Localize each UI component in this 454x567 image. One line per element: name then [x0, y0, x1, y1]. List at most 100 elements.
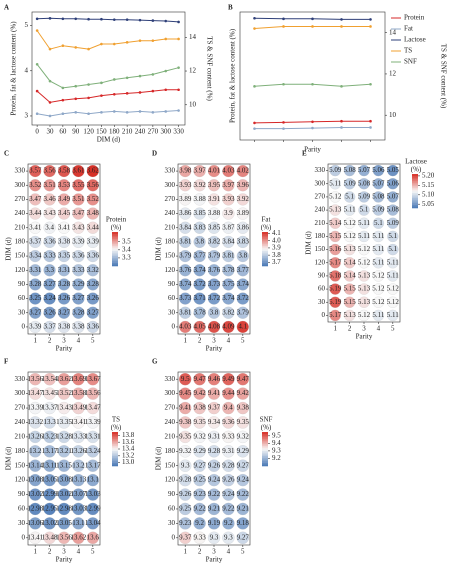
- x-tick-label: 2: [48, 337, 52, 345]
- dot-label: 3.87: [222, 223, 235, 231]
- dot-label: 9.42: [237, 389, 250, 397]
- x-axis-label: Parity: [56, 345, 73, 353]
- dot-label: 3.82: [208, 238, 221, 246]
- dot-label: 3.49: [58, 195, 71, 203]
- y-tick-label: 330: [15, 167, 26, 175]
- dot-label: 3.8: [238, 252, 247, 260]
- x-tick-label: 2: [48, 548, 52, 556]
- dot-label: 3.85: [208, 223, 221, 231]
- legend-label: TS: [404, 47, 412, 55]
- dot-label: 9.47: [237, 375, 250, 383]
- dot: [236, 320, 249, 333]
- dot: [358, 217, 370, 229]
- y-tick-label: 30: [168, 308, 176, 316]
- series-point: [125, 76, 129, 80]
- colorbar-step: [262, 440, 268, 443]
- dot-label: 12.98: [56, 505, 72, 513]
- colorbar-step: [412, 177, 418, 180]
- series-point: [177, 20, 180, 24]
- y-tick-label: 300: [15, 181, 26, 189]
- dot-label: 3.86: [237, 223, 250, 231]
- dot: [72, 502, 85, 516]
- y-tick-label: 150: [165, 252, 176, 260]
- colorbar-step: [262, 249, 268, 251]
- dot: [193, 235, 206, 248]
- dot-label: 3.28: [58, 280, 71, 288]
- dot: [57, 387, 71, 400]
- dot-label: 4.02: [237, 167, 250, 175]
- dot-label: 5.14: [343, 272, 356, 280]
- dot-label: 3.37: [29, 238, 42, 246]
- dot-label: 5.15: [343, 298, 356, 306]
- dot-label: 9.41: [208, 389, 221, 397]
- y-tick-label: 120: [165, 476, 176, 484]
- dot-label: 3.38: [72, 323, 85, 331]
- series-point: [48, 17, 52, 20]
- dot-label: 3.78: [222, 266, 235, 274]
- dot: [43, 430, 56, 444]
- series-point: [138, 39, 142, 42]
- series-point: [100, 94, 103, 97]
- dot-label: 9.26: [208, 461, 221, 469]
- dot: [72, 517, 85, 530]
- colorbar-tick-label: 9.2: [272, 454, 281, 462]
- dot: [43, 473, 56, 487]
- colorbar-tick-label: 5.15: [422, 181, 435, 189]
- x-axis-label: DIM (d): [97, 136, 121, 144]
- dot: [29, 306, 42, 319]
- colorbar-step: [262, 257, 268, 260]
- dot: [193, 387, 206, 400]
- dot-label: 3.46: [43, 195, 56, 203]
- dot: [372, 283, 385, 295]
- x-axis-label: Parity: [304, 146, 321, 154]
- dot-label: 9.33: [193, 533, 206, 541]
- dot: [207, 207, 221, 220]
- colorbar-step: [262, 232, 268, 234]
- y-tick-label: 0: [22, 323, 26, 331]
- colorbar-tick-label: 5.05: [422, 200, 435, 208]
- dot-label: 13.17: [42, 447, 58, 455]
- dot: [179, 320, 192, 333]
- dot-label: 4.1: [238, 323, 247, 331]
- dot: [222, 207, 235, 220]
- x-tick-label: 3: [212, 337, 216, 345]
- dot-label: 5.07: [358, 166, 371, 174]
- colorbar-step: [412, 187, 418, 190]
- colorbar-step: [112, 455, 118, 458]
- dot-label: 12.99: [42, 490, 58, 498]
- dot: [179, 306, 192, 319]
- dot: [207, 306, 221, 319]
- series-point: [48, 47, 52, 51]
- dot-label: 3.74: [237, 280, 250, 288]
- colorbar-title: (%): [411, 166, 422, 174]
- dot: [29, 250, 42, 263]
- colorbar-tick-label: 5.10: [422, 190, 435, 198]
- dot-label: 5.12: [372, 298, 385, 306]
- dot: [86, 207, 99, 220]
- dot-label: 5.12: [358, 311, 371, 319]
- series-line: [36, 30, 179, 50]
- colorbar-step: [112, 464, 118, 467]
- dot-label: 3.31: [29, 266, 42, 274]
- dot-label: 3.39: [72, 238, 85, 246]
- dot: [86, 250, 99, 263]
- series-point: [61, 17, 65, 21]
- series-point: [282, 17, 285, 21]
- x-axis-label: Parity: [206, 345, 223, 353]
- x-tick-label: 1: [33, 548, 37, 556]
- dot: [236, 221, 249, 234]
- y-tick-label: 180: [165, 447, 176, 455]
- dot-label: 13.02: [42, 519, 58, 527]
- y-tick-label: 30: [168, 519, 176, 527]
- series-point: [112, 92, 116, 96]
- dot: [179, 292, 192, 305]
- dot: [86, 165, 99, 178]
- colorbar-step: [412, 179, 418, 182]
- colorbar-step: [112, 254, 118, 257]
- colorbar-tick-label: 13.0: [122, 458, 135, 466]
- dot-label: 13.24: [85, 447, 101, 455]
- dot-label: 5.11: [387, 311, 399, 319]
- dot: [343, 204, 356, 216]
- dot: [57, 193, 71, 206]
